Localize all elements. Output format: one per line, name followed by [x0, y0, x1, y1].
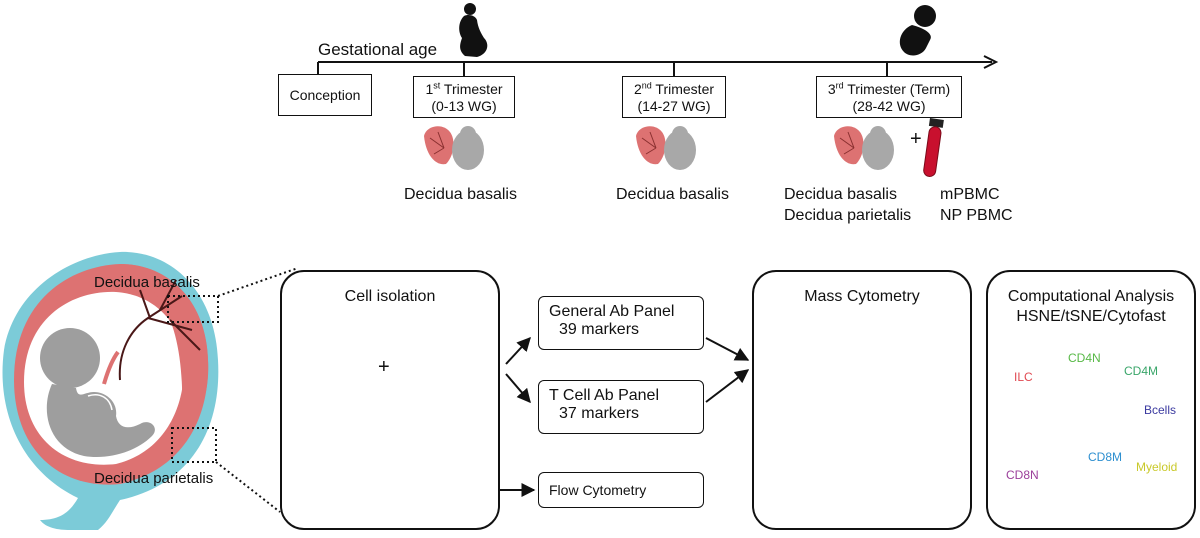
general-panel-markers: 39 markers [559, 321, 640, 338]
trimester-1-title: 1st Trimester [425, 80, 503, 97]
trimester-box-1: 1st Trimester (0-13 WG) [413, 76, 515, 118]
cluster-label-cd4n: CD4N [1068, 351, 1101, 365]
trimester-3-sample-1: Decidua basalis [784, 186, 897, 203]
computational-title-1: Computational Analysis [1007, 288, 1175, 305]
placenta-fetus-icon-1 [424, 126, 484, 170]
general-panel-box: General Ab Panel 39 markers [538, 296, 704, 350]
cell-isolation-panel: Cell isolation [280, 270, 500, 530]
uterus-label-parietalis: Decidua parietalis [94, 470, 214, 487]
trimester-1-range: (0-13 WG) [431, 98, 497, 114]
baby-icon [899, 5, 936, 56]
placenta-fetus-icon-2 [636, 126, 696, 170]
gestational-age-label: Gestational age [318, 40, 438, 59]
tcell-panel-title: T Cell Ab Panel [549, 387, 659, 404]
zoom-indicators [167, 267, 299, 513]
general-panel-title: General Ab Panel [549, 303, 675, 320]
conception-box: Conception [278, 74, 372, 116]
computational-panel: Computational Analysis HSNE/tSNE/Cytofas… [986, 270, 1196, 530]
blood-sample-2: NP PBMC [940, 207, 1013, 224]
cluster-label-myeloid: Myeloid [1136, 460, 1178, 474]
blood-tube-icon [923, 118, 944, 177]
pregnant-woman-icon [459, 3, 488, 57]
placenta-fetus-icon-3 [834, 126, 894, 170]
trimester-2-range: (14-27 WG) [637, 98, 711, 114]
cluster-label-bcells: Bcells [1144, 403, 1177, 417]
trimester-2-sample: Decidua basalis [616, 186, 729, 203]
trimester-2-title: 2nd Trimester [633, 80, 715, 97]
cluster-label-cd4m: CD4M [1124, 364, 1159, 378]
cluster-label-cd8m: CD8M [1088, 450, 1123, 464]
timeline-axis [317, 55, 999, 76]
blood-sample-1: mPBMC [940, 186, 1000, 203]
cell-isolation-title: Cell isolation [344, 288, 436, 305]
tcell-panel-box: T Cell Ab Panel 37 markers [538, 380, 704, 434]
uterus-label-basalis: Decidua basalis [94, 274, 200, 291]
trimester-3-sample-2: Decidua parietalis [784, 207, 912, 224]
flow-cytometry-box: Flow Cytometry [538, 472, 704, 508]
workflow-arrows [498, 336, 750, 497]
plus-sign-cells: + [378, 356, 390, 378]
mass-cytometry-panel: Mass Cytometry [752, 270, 972, 530]
trimester-3-title: 3rd Trimester (Term) [827, 80, 951, 97]
trimester-box-2: 2nd Trimester (14-27 WG) [622, 76, 726, 118]
trimester-box-3: 3rd Trimester (Term) (28-42 WG) [816, 76, 962, 118]
trimester-3-range: (28-42 WG) [852, 98, 926, 114]
computational-title-2: HSNE/tSNE/Cytofast [1016, 308, 1166, 325]
cluster-label-ilc: ILC [1014, 370, 1033, 384]
trimester-1-sample: Decidua basalis [404, 186, 517, 203]
cluster-label-cd8n: CD8N [1006, 468, 1039, 482]
mass-cytometry-title: Mass Cytometry [804, 288, 920, 305]
uterus-diagram [2, 251, 219, 530]
plus-sign-top: + [910, 128, 922, 150]
tcell-panel-markers: 37 markers [559, 405, 640, 422]
